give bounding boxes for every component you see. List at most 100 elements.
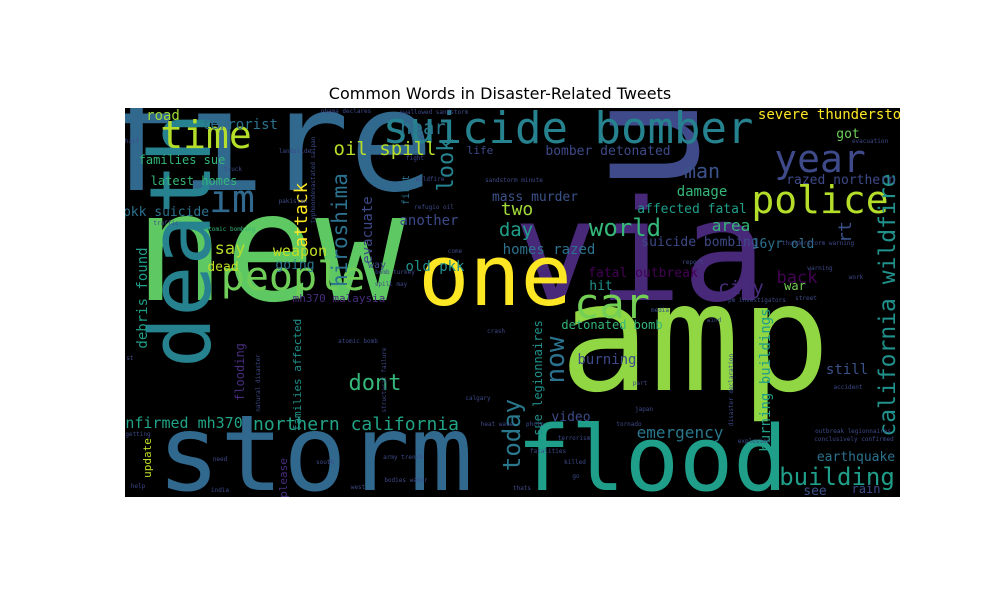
cloud-background	[125, 108, 900, 497]
cloud-word: man	[684, 159, 720, 183]
cloud-word: warning	[807, 265, 833, 272]
cloud-word: look	[434, 139, 459, 192]
cloud-word: getting	[125, 431, 151, 438]
cloud-word: one	[418, 227, 572, 326]
cloud-word: outbreak legionnaires	[815, 428, 891, 435]
cloud-word: killed	[564, 459, 586, 466]
cloud-word: structural failure	[381, 347, 388, 412]
cloud-word: people	[221, 254, 366, 300]
cloud-word: damage	[677, 184, 728, 200]
cloud-word: time	[160, 113, 252, 157]
cloud-word: war	[784, 279, 806, 293]
cloud-word: mass murder	[492, 190, 578, 205]
cloud-word: detonated bomb	[561, 318, 662, 332]
cloud-word: india	[211, 487, 229, 494]
cloud-word: evacuate	[360, 196, 376, 263]
cloud-word: atomic bomb	[338, 338, 378, 345]
cloud-word: families affected	[291, 319, 304, 432]
cloud-word: terrorism	[558, 435, 591, 442]
cloud-word: photo	[526, 421, 544, 428]
cloud-word: im	[209, 177, 255, 221]
cloud-word: storm	[157, 393, 473, 497]
cloud-word: still	[826, 362, 868, 378]
cloud-word: families sue	[139, 153, 226, 167]
cloud-word: traffic	[153, 220, 179, 227]
cloud-word: northern california	[253, 414, 459, 435]
cloud-word: wind	[707, 317, 722, 324]
cloud-word: oil spill	[334, 138, 437, 160]
cloud-word: rt	[835, 221, 856, 243]
cloud-word: part	[633, 380, 648, 387]
cloud-word: bomber detonated	[545, 144, 670, 159]
cloud-word: 16yr old	[752, 237, 815, 252]
cloud-word: fatal outbreak	[588, 266, 698, 281]
cloud-word: sandstorm minute	[485, 177, 543, 184]
cloud-word: street	[795, 295, 817, 302]
cloud-word: please	[277, 458, 290, 497]
cloud-word: help	[131, 483, 146, 490]
cloud-word: debris found	[135, 247, 151, 348]
cloud-word: severe thunderstorm	[758, 108, 900, 123]
cloud-word: area	[712, 216, 751, 235]
cloud-word: video	[551, 410, 590, 425]
cloud-word: latest homes	[151, 174, 238, 188]
cloud-word: city	[718, 277, 764, 299]
cloud-word: tornado	[616, 421, 642, 428]
cloud-word: atomic bombing	[205, 226, 256, 233]
cloud-word: terrorist	[202, 117, 278, 133]
cloud-word: affected fatal	[637, 202, 747, 217]
cloud-word: south	[316, 459, 334, 466]
cloud-word: razed northern	[786, 173, 896, 188]
cloud-word: heat wave	[481, 421, 514, 428]
cloud-word: suicide bombing	[641, 235, 758, 250]
cloud-word: explosion	[738, 438, 771, 445]
cloud-word: old pkk	[405, 259, 465, 275]
cloud-word: now	[541, 336, 571, 383]
cloud-word: obama declares	[321, 108, 372, 115]
cloud-word: japan	[635, 406, 653, 413]
cloud-word: refugio oil	[414, 204, 454, 211]
cloud-word: accident	[834, 384, 863, 391]
cloud-word: got	[836, 127, 859, 142]
cloud-word: thunderstorm warning	[782, 240, 855, 247]
cloud-word: disaster declaration	[728, 353, 735, 426]
cloud-word: first	[401, 175, 412, 205]
cloud-word: way	[368, 260, 386, 271]
cloud-word: bomb turkey	[375, 269, 415, 276]
cloud-word: need	[213, 456, 228, 463]
cloud-word: california wildfire	[875, 173, 900, 436]
cloud-word: conclusively confirmed	[814, 436, 894, 443]
cloud-word: hiroshima	[328, 173, 352, 287]
cloud-word: work	[849, 274, 864, 281]
cloud-word: evacuation	[852, 138, 889, 145]
cloud-word: world	[589, 214, 661, 242]
cloud-word: pakistan	[279, 198, 308, 205]
cloud-word: thats	[513, 485, 531, 492]
cloud-word: attack	[291, 182, 312, 247]
cloud-word: fight	[406, 155, 424, 162]
cloud-word: landslide	[279, 148, 312, 155]
chart-title: Common Words in Disaster-Related Tweets	[328, 84, 672, 103]
cloud-word: today	[498, 399, 526, 471]
cloud-word: amp	[560, 252, 831, 426]
cloud-word: another	[399, 213, 458, 229]
cloud-word: wildfire	[416, 176, 445, 183]
cloud-word: go	[572, 473, 580, 480]
cloud-word: confirmed mh370	[125, 414, 243, 432]
cloud-word: new	[135, 162, 407, 336]
cloud-word: car	[574, 279, 650, 328]
cloud-word: two	[501, 199, 534, 220]
cloud-word: report	[682, 259, 704, 266]
cloud-word: flooding	[233, 343, 247, 401]
cloud-word: update	[141, 438, 154, 478]
cloud-word: earthquake	[817, 450, 895, 465]
cloud-word: weapon	[273, 242, 327, 260]
cloud-word: natural disaster	[255, 354, 262, 412]
cloud-word: media	[651, 307, 669, 314]
cloud-word: road	[146, 108, 180, 124]
cloud-word: flood	[517, 407, 788, 497]
cloud-word: army trench	[383, 454, 423, 461]
cloud-word: fire	[125, 108, 434, 224]
cloud-word: see	[803, 484, 827, 497]
